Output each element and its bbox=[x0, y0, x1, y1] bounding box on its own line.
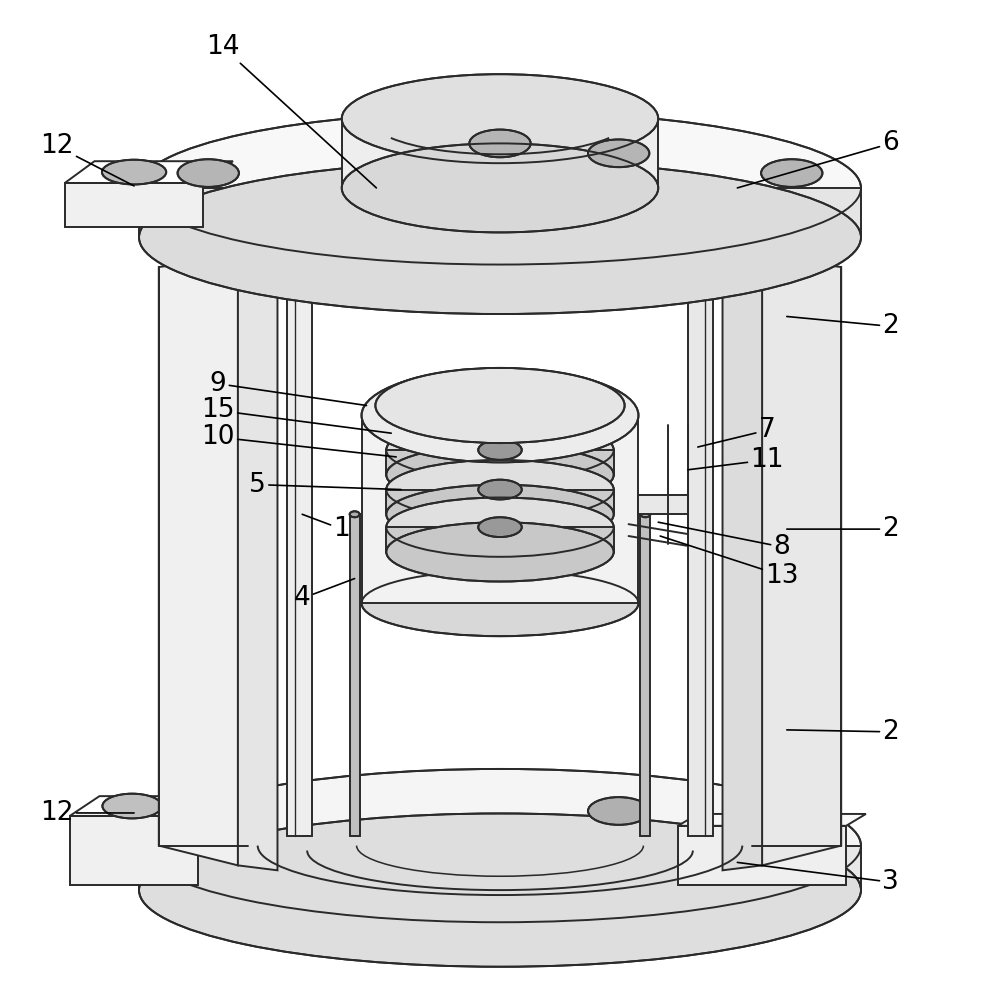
Text: 8: 8 bbox=[658, 522, 790, 560]
Ellipse shape bbox=[342, 74, 658, 163]
Ellipse shape bbox=[350, 511, 360, 517]
Ellipse shape bbox=[178, 817, 239, 845]
Text: 2: 2 bbox=[787, 314, 899, 339]
Text: 5: 5 bbox=[249, 472, 401, 497]
Ellipse shape bbox=[139, 161, 861, 315]
Ellipse shape bbox=[375, 368, 625, 443]
Text: 9: 9 bbox=[210, 371, 366, 405]
Ellipse shape bbox=[362, 571, 638, 636]
Text: 7: 7 bbox=[698, 417, 775, 447]
Polygon shape bbox=[762, 257, 841, 865]
Ellipse shape bbox=[178, 159, 239, 187]
Ellipse shape bbox=[362, 369, 638, 463]
Ellipse shape bbox=[386, 420, 614, 480]
Text: 3: 3 bbox=[737, 862, 899, 895]
Polygon shape bbox=[350, 514, 360, 836]
Ellipse shape bbox=[588, 797, 649, 825]
Text: 6: 6 bbox=[737, 131, 899, 188]
Text: 15: 15 bbox=[201, 398, 391, 433]
Polygon shape bbox=[678, 826, 846, 885]
Ellipse shape bbox=[469, 130, 531, 157]
Text: 2: 2 bbox=[787, 719, 899, 745]
Ellipse shape bbox=[386, 522, 614, 582]
Ellipse shape bbox=[139, 769, 861, 922]
Polygon shape bbox=[386, 450, 614, 475]
Ellipse shape bbox=[386, 445, 614, 504]
Ellipse shape bbox=[386, 497, 614, 557]
Polygon shape bbox=[287, 262, 312, 836]
Polygon shape bbox=[342, 119, 658, 188]
Polygon shape bbox=[723, 257, 762, 870]
Polygon shape bbox=[70, 816, 198, 885]
Polygon shape bbox=[386, 490, 614, 514]
Ellipse shape bbox=[102, 793, 162, 819]
Polygon shape bbox=[139, 188, 861, 237]
Text: 12: 12 bbox=[40, 800, 134, 826]
Polygon shape bbox=[386, 527, 614, 552]
Polygon shape bbox=[678, 814, 866, 826]
Polygon shape bbox=[70, 796, 228, 816]
Ellipse shape bbox=[386, 485, 614, 544]
Ellipse shape bbox=[761, 817, 822, 845]
Text: 12: 12 bbox=[40, 134, 134, 186]
Ellipse shape bbox=[478, 480, 522, 499]
Text: 13: 13 bbox=[660, 536, 799, 588]
Polygon shape bbox=[65, 161, 233, 183]
Polygon shape bbox=[65, 183, 203, 227]
Polygon shape bbox=[638, 494, 688, 514]
Ellipse shape bbox=[478, 440, 522, 460]
Ellipse shape bbox=[588, 139, 649, 167]
Text: 11: 11 bbox=[688, 447, 784, 473]
Ellipse shape bbox=[640, 511, 650, 517]
Ellipse shape bbox=[478, 517, 522, 537]
Polygon shape bbox=[362, 415, 638, 603]
Ellipse shape bbox=[386, 460, 614, 519]
Ellipse shape bbox=[102, 160, 166, 184]
Text: 2: 2 bbox=[787, 516, 899, 542]
Ellipse shape bbox=[139, 813, 861, 967]
Ellipse shape bbox=[342, 143, 658, 232]
Polygon shape bbox=[688, 262, 713, 836]
Polygon shape bbox=[238, 257, 277, 870]
Ellipse shape bbox=[139, 111, 861, 265]
Polygon shape bbox=[159, 257, 238, 865]
Ellipse shape bbox=[761, 159, 822, 187]
Polygon shape bbox=[640, 514, 650, 836]
Text: 4: 4 bbox=[294, 579, 355, 611]
Polygon shape bbox=[139, 846, 861, 890]
Text: 10: 10 bbox=[201, 424, 396, 457]
Text: 1: 1 bbox=[302, 514, 350, 542]
Text: 14: 14 bbox=[206, 35, 376, 188]
